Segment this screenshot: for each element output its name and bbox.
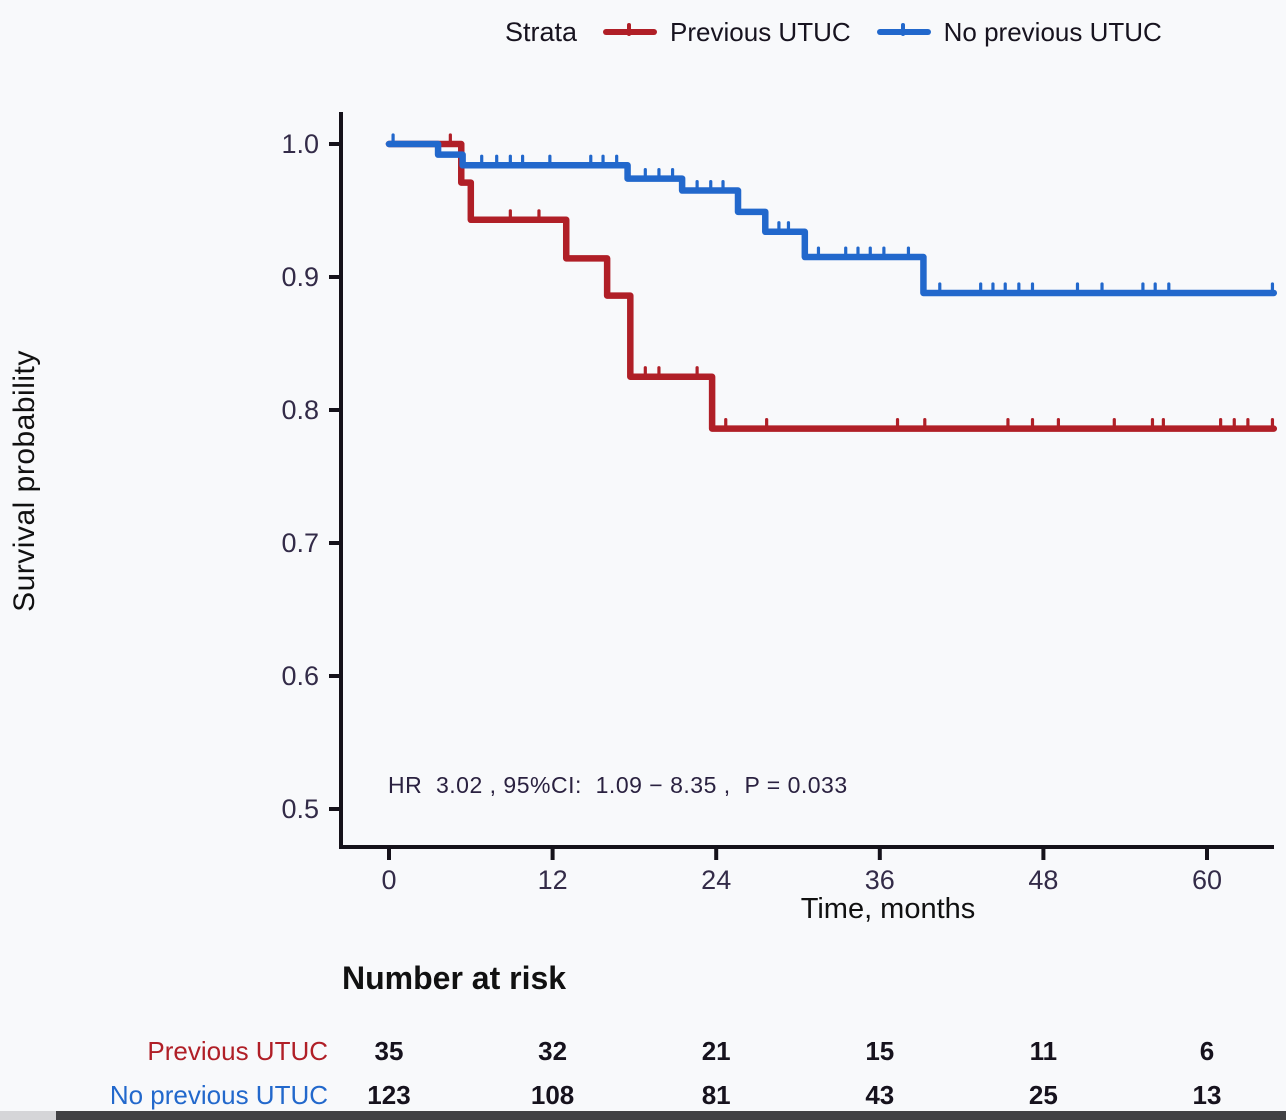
risk-count: 13 — [1192, 1080, 1222, 1110]
x-tick-label: 48 — [1028, 865, 1058, 895]
km-curve-previous-utuc — [385, 140, 1278, 432]
axis-lines — [339, 112, 1274, 849]
screenshot-bottom-edge-left — [0, 1111, 56, 1120]
risk-row-label: No previous UTUC — [109, 1080, 328, 1110]
legend-title: Strata — [505, 16, 578, 47]
x-tick-label: 0 — [381, 865, 396, 895]
y-tick-label: 0.9 — [281, 262, 319, 292]
x-tick-label: 36 — [865, 865, 895, 895]
legend-item-label: Previous UTUC — [670, 16, 851, 47]
x-axis-title: Time, months — [800, 893, 976, 925]
legend: Strata Previous UTUC No previous UTUC — [505, 10, 1162, 54]
risk-count: 32 — [538, 1036, 568, 1066]
screenshot-bottom-edge — [0, 1111, 1286, 1120]
y-tick-label: 0.5 — [281, 794, 319, 824]
x-tick-label: 24 — [701, 865, 731, 895]
risk-count: 21 — [701, 1036, 731, 1066]
y-tick-label: 1.0 — [281, 129, 319, 159]
legend-item-label: No previous UTUC — [943, 16, 1162, 47]
x-tick-label: 12 — [538, 865, 568, 895]
blue-line-key-icon — [876, 21, 931, 43]
number-at-risk-title: Number at risk — [342, 960, 567, 996]
risk-count: 108 — [530, 1080, 575, 1110]
y-tick-label: 0.7 — [281, 528, 319, 558]
risk-count: 81 — [701, 1080, 731, 1110]
risk-count: 123 — [367, 1080, 411, 1110]
red-line-key-icon — [603, 21, 658, 43]
risk-count: 15 — [865, 1036, 895, 1066]
y-tick-label: 0.8 — [281, 395, 319, 425]
risk-count: 43 — [865, 1080, 895, 1110]
risk-count: 35 — [374, 1036, 404, 1066]
risk-row-label: Previous UTUC — [147, 1036, 328, 1066]
legend-item-previous-utuc: Previous UTUC — [603, 17, 851, 48]
y-tick-label: 0.6 — [281, 661, 319, 691]
legend-item-no-previous-utuc: No previous UTUC — [876, 16, 1162, 48]
risk-row-no-previous-utuc: No previous UTUC 123 108 81 43 25 13 — [0, 1080, 1286, 1116]
risk-row-previous-utuc: Previous UTUC 35 32 21 15 11 6 — [0, 1036, 1286, 1072]
hr-annotation: HR 3.02 , 95%CI: 1.09 − 8.35 , P = 0.033 — [388, 772, 848, 798]
x-tick-label: 60 — [1192, 865, 1222, 895]
risk-count: 6 — [1199, 1036, 1215, 1066]
risk-count: 11 — [1029, 1036, 1058, 1066]
risk-count: 25 — [1028, 1080, 1058, 1110]
